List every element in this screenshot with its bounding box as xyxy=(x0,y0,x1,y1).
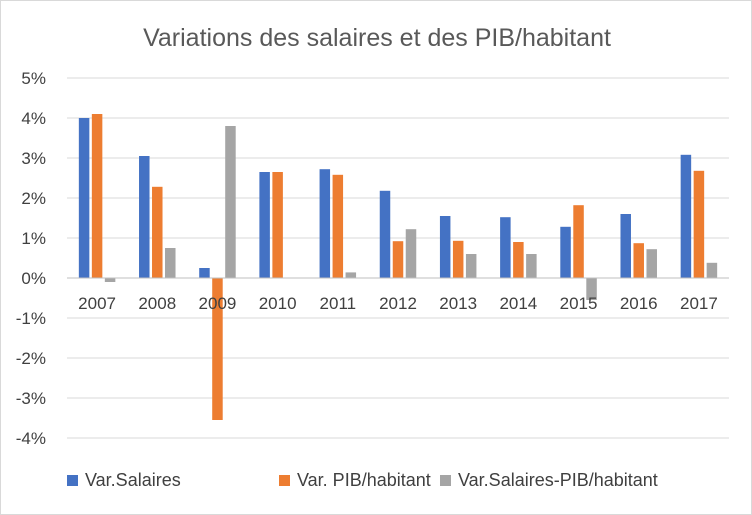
bar-var-salaires-pib-habitant-2011 xyxy=(345,272,357,278)
bar-var-salaires-pib-habitant-2012 xyxy=(405,229,417,278)
y-axis-ticks: 5% 4% 3% 2% 1% 0% -1% -2% -3% -4% xyxy=(16,69,46,448)
bar-var-salaires-pib-habitant-2016 xyxy=(646,249,657,278)
x-axis-categories: 2007 2008 2009 2010 2011 2012 2013 2014 2015 2016… xyxy=(78,294,718,313)
grid-layer xyxy=(67,77,729,439)
legend-label: Var. PIB/habitant xyxy=(297,470,431,490)
y-tick-label: -1% xyxy=(16,309,46,328)
x-category-label: 2011 xyxy=(320,294,357,313)
legend-swatch xyxy=(67,475,78,486)
legend: Var.Salaires Var. PIB/habitant Var.Salaire… xyxy=(67,470,658,490)
x-category-label: 2008 xyxy=(138,294,176,313)
y-tick-label: -3% xyxy=(16,389,46,408)
bar-var-salaires-pib-habitant-2007 xyxy=(104,278,116,282)
bar-var-pib-habitant-2009 xyxy=(212,278,223,420)
bar-var-pib-habitant-2013 xyxy=(452,240,464,278)
legend-label: Var.Salaires-PIB/habitant xyxy=(458,470,658,490)
bar-var-salaires-2009 xyxy=(199,268,210,278)
bar-var-pib-habitant-2008 xyxy=(152,186,163,278)
legend-label: Var.Salaires xyxy=(85,470,181,490)
bar-var-salaires-2017 xyxy=(680,154,692,278)
bar-var-salaires-2015 xyxy=(560,226,571,278)
bar-var-salaires-2007 xyxy=(78,118,90,278)
bar-var-pib-habitant-2017 xyxy=(693,170,705,278)
x-category-label: 2015 xyxy=(560,294,598,313)
legend-swatch xyxy=(279,475,290,486)
bar-var-salaires-2014 xyxy=(500,217,511,278)
bar-var-salaires-2012 xyxy=(379,190,391,278)
x-category-label: 2012 xyxy=(379,294,417,313)
bar-var-salaires-2013 xyxy=(439,216,451,278)
bar-var-salaires-2016 xyxy=(620,214,631,278)
y-tick-label: 4% xyxy=(21,109,46,128)
x-category-label: 2013 xyxy=(439,294,477,313)
bar-var-pib-habitant-2014 xyxy=(513,242,524,278)
bar-var-salaires-pib-habitant-2009 xyxy=(225,126,236,278)
bar-var-salaires-pib-habitant-2017 xyxy=(706,262,718,278)
chart-title: Variations des salaires et des PIB/habit… xyxy=(143,24,611,52)
x-category-label: 2017 xyxy=(680,294,718,313)
bar-var-pib-habitant-2016 xyxy=(633,243,644,278)
y-tick-label: -4% xyxy=(16,429,46,448)
bar-var-salaires-2010 xyxy=(259,172,270,278)
bar-var-pib-habitant-2011 xyxy=(332,174,344,278)
bar-var-salaires-2011 xyxy=(319,169,331,278)
bar-layer xyxy=(78,114,718,420)
bar-var-salaires-pib-habitant-2008 xyxy=(165,248,176,278)
bar-var-salaires-pib-habitant-2014 xyxy=(526,254,537,278)
bar-var-salaires-pib-habitant-2013 xyxy=(465,254,477,278)
x-category-label: 2010 xyxy=(259,294,297,313)
y-tick-label: 0% xyxy=(21,269,46,288)
x-category-label: 2016 xyxy=(620,294,658,313)
legend-swatch xyxy=(440,475,451,486)
y-tick-label: 5% xyxy=(21,69,46,88)
y-tick-label: 3% xyxy=(21,149,46,168)
bar-var-pib-habitant-2015 xyxy=(573,205,584,278)
x-category-label: 2009 xyxy=(199,294,237,313)
bar-var-pib-habitant-2012 xyxy=(392,241,404,278)
x-category-label: 2007 xyxy=(78,294,116,313)
x-category-label: 2014 xyxy=(499,294,537,313)
y-tick-label: 2% xyxy=(21,189,46,208)
bar-var-salaires-pib-habitant-2015 xyxy=(586,278,597,300)
bar-var-pib-habitant-2010 xyxy=(272,172,283,278)
bar-var-pib-habitant-2007 xyxy=(91,114,103,278)
y-tick-label: -2% xyxy=(16,349,46,368)
bar-var-salaires-2008 xyxy=(139,156,150,278)
y-tick-label: 1% xyxy=(21,229,46,248)
